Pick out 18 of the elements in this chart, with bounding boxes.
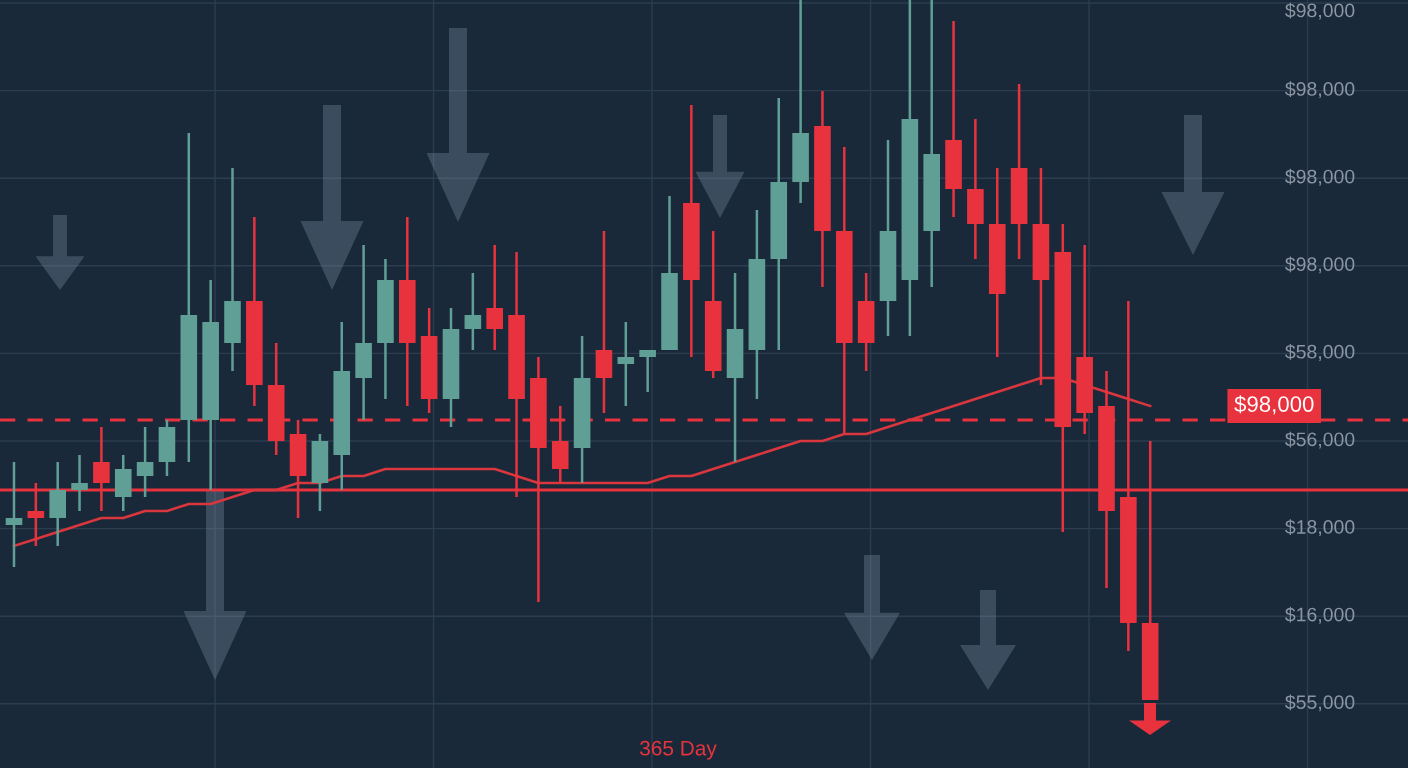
x-axis-title: 365 Day: [640, 740, 717, 760]
candlestick: [639, 348, 656, 394]
text: $98,000: [1285, 2, 1355, 20]
candlestick: [5, 460, 23, 569]
candlestick: [486, 243, 503, 352]
text: $16,000: [1285, 606, 1355, 624]
candlestick: [71, 453, 88, 513]
text: $56,000: [1285, 431, 1355, 449]
candlestick: [617, 320, 635, 408]
text: $98,000: [1234, 395, 1314, 415]
text: $58,000: [1285, 344, 1355, 361]
text: $98,000: [1285, 256, 1355, 274]
text: $98,000: [1285, 81, 1355, 99]
text: $55,000: [1285, 694, 1355, 712]
candlestick: [464, 271, 482, 352]
text: $98,000: [1285, 168, 1355, 186]
text: $18,000: [1285, 519, 1355, 537]
candlestick: [136, 425, 154, 499]
